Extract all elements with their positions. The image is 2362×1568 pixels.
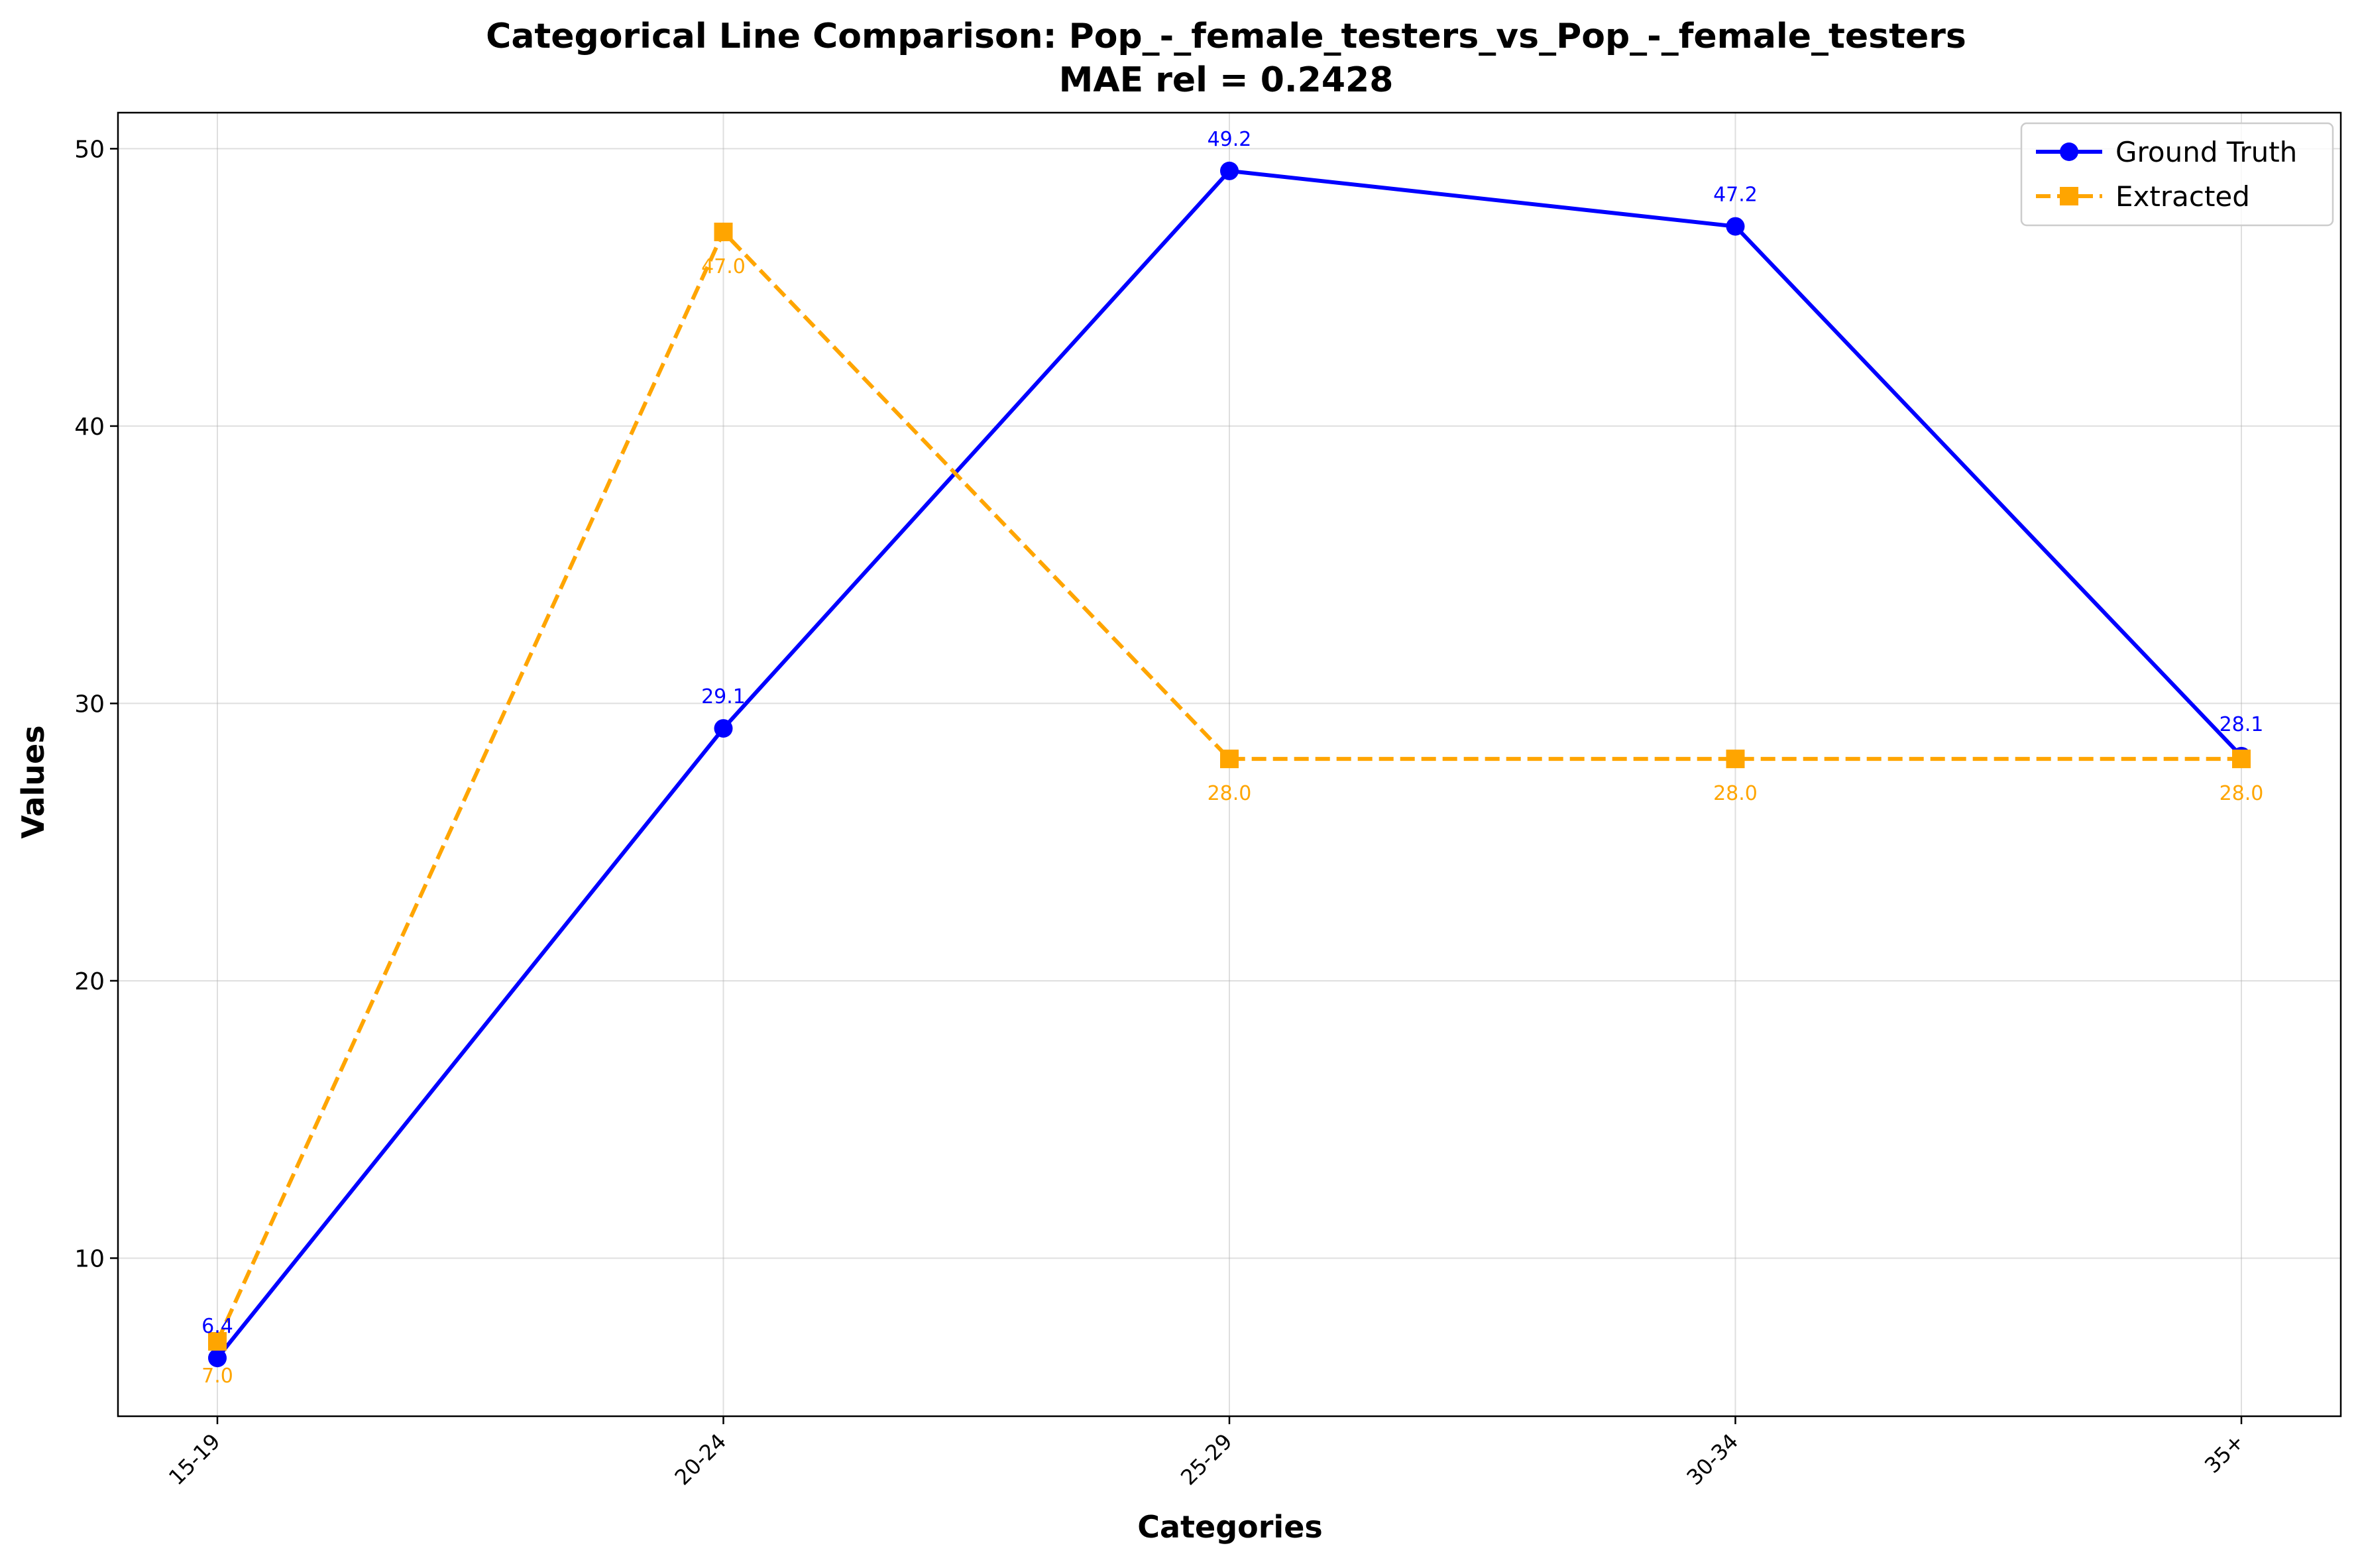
point-extracted-35 — [2232, 750, 2251, 769]
x-axis-label: Categories — [1137, 1509, 1323, 1545]
y-tick-label: 10 — [74, 1245, 105, 1272]
y-tick-label: 50 — [74, 136, 105, 163]
data-labels: 6.4 29.1 49.2 47.2 28.1 7.0 47.0 28.0 28.0 28.0 — [201, 128, 2263, 1388]
legend-marker-extracted — [2060, 187, 2078, 205]
point-ground-truth-15-19 — [208, 1349, 227, 1368]
data-label-ground-truth-25-29: 49.2 — [1208, 128, 1252, 151]
point-extracted-15-19 — [208, 1332, 227, 1351]
data-label-extracted-20-24: 47.0 — [701, 255, 746, 278]
series-line-extracted — [215, 229, 2241, 1343]
legend-marker-ground-truth — [2060, 142, 2078, 161]
data-label-ground-truth-35: 28.1 — [2220, 713, 2264, 736]
data-label-extracted-25-29: 28.0 — [1208, 782, 1252, 805]
point-extracted-20-24 — [714, 222, 733, 241]
data-label-ground-truth-15-19: 6.4 — [201, 1315, 233, 1338]
gridlines — [118, 113, 2341, 1416]
point-ground-truth-20-24 — [714, 719, 733, 738]
chart-subtitle: MAE rel = 0.2428 — [1059, 60, 1394, 100]
data-label-extracted-15-19: 7.0 — [201, 1365, 233, 1388]
point-extracted-30-34 — [1726, 750, 1745, 769]
y-axis-label: Values — [15, 725, 51, 838]
point-ground-truth-25-29 — [1220, 161, 1239, 180]
legend-label-extracted: Extracted — [2115, 180, 2250, 213]
series-lines — [208, 161, 2251, 1368]
data-label-ground-truth-30-34: 47.2 — [1713, 184, 1758, 207]
legend-box — [2020, 122, 2334, 227]
y-tick-label: 20 — [74, 968, 105, 995]
legend: Ground Truth Extracted — [2020, 122, 2334, 227]
legend-label-ground-truth: Ground Truth — [2115, 136, 2297, 168]
y-tick-label: 40 — [74, 414, 105, 441]
data-label-extracted-35: 28.0 — [2220, 782, 2264, 805]
data-label-extracted-30-34: 28.0 — [1713, 782, 1758, 805]
point-ground-truth-30-34 — [1726, 217, 1745, 236]
chart-title: Categorical Line Comparison: Pop_-_femal… — [486, 17, 1966, 56]
data-label-ground-truth-20-24: 29.1 — [701, 685, 746, 708]
point-extracted-25-29 — [1220, 750, 1239, 769]
y-tick-label: 30 — [74, 691, 105, 718]
